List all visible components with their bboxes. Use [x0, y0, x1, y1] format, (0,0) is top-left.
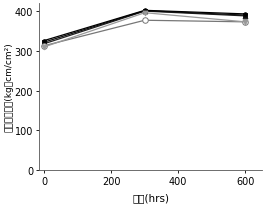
X-axis label: 時間(hrs): 時間(hrs) — [132, 192, 169, 202]
Y-axis label: 引張衆撃強さ(kg・cm/cm²): 引張衆撃強さ(kg・cm/cm²) — [4, 42, 13, 132]
